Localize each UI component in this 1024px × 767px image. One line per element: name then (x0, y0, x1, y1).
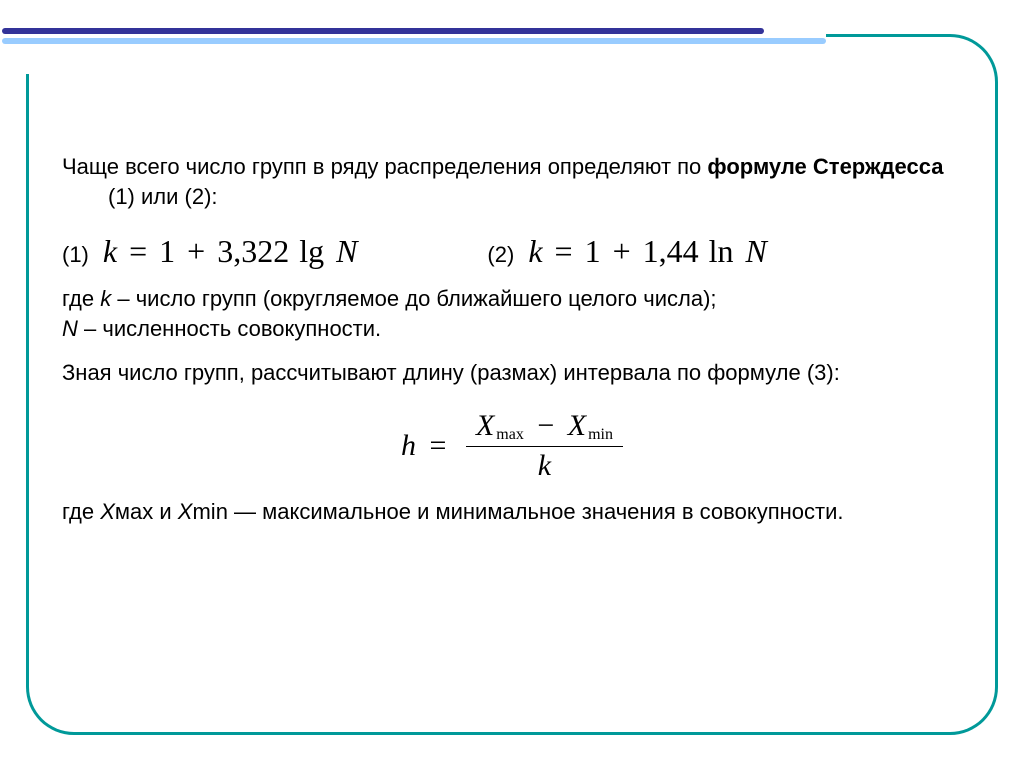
f3-eq: = (424, 429, 453, 462)
f2-one: 1 (585, 233, 601, 269)
f3-numerator: Xmax − Xmin (466, 409, 623, 447)
f3-denominator: k (466, 447, 623, 483)
where1-k: k (100, 286, 111, 311)
f1-eq: = (125, 233, 151, 269)
decor-bar-dark (2, 28, 764, 34)
formula-3-wrap: h = Xmax − Xmin k (62, 409, 962, 483)
f1-fn: lg (297, 233, 328, 269)
where-block-2: где Хмах и Хmin — максимальное и минимал… (62, 497, 962, 527)
formula-1-cell: (1) k = 1 + 3,322 lg N (62, 233, 357, 270)
where3-xmax-suf: мах и (115, 499, 178, 524)
frame-corner-top-right (826, 34, 998, 82)
f2-fn: ln (707, 233, 738, 269)
slide: Чаще всего число групп в ряду распределе… (0, 0, 1024, 767)
f2-eq: = (551, 233, 577, 269)
f3-submin: min (586, 426, 613, 443)
frame-corner-bottom-right (950, 687, 998, 735)
content-area: Чаще всего число групп в ряду распределе… (62, 130, 962, 527)
formula-1: k = 1 + 3,322 lg N (103, 233, 358, 270)
f3-lhs: h (401, 429, 416, 462)
f1-coef: 3,322 (217, 233, 289, 269)
where3-xmin-it: Х (178, 499, 193, 524)
where3-pre: где (62, 499, 100, 524)
decor-bar-light (2, 38, 826, 44)
where-block-1: где k – число групп (округляемое до ближ… (62, 284, 962, 343)
where1-mid: – число групп (округляемое до ближайшего… (111, 286, 716, 311)
formula-2-marker: (2) (487, 242, 514, 268)
formula-1-marker: (1) (62, 242, 89, 268)
para-2: Зная число групп, рассчитывают длину (ра… (62, 358, 962, 388)
frame-side-bottom (74, 732, 950, 735)
f1-plus: + (183, 233, 209, 269)
where1-pre: где (62, 286, 100, 311)
frame-side-left (26, 74, 29, 687)
intro-paragraph: Чаще всего число групп в ряду распределе… (62, 152, 962, 211)
where2-n: N (62, 316, 78, 341)
f2-plus: + (609, 233, 635, 269)
where3-xmin-suf: min — максимальное и минимальное значени… (192, 499, 843, 524)
where3-xmax-it: Х (100, 499, 115, 524)
f1-arg: N (336, 233, 357, 269)
frame-side-right (995, 82, 998, 687)
intro-post: (1) или (2): (108, 184, 218, 209)
f2-coef: 1,44 (643, 233, 699, 269)
frame-corner-bottom-left (26, 687, 74, 735)
intro-bold: формуле Стерждесса (707, 154, 943, 179)
where2-post: – численность совокупности. (78, 316, 381, 341)
f1-lhs: k (103, 233, 117, 269)
intro-pre: Чаще всего число групп в ряду распределе… (62, 154, 707, 179)
f1-one: 1 (159, 233, 175, 269)
f3-submax: max (494, 426, 524, 443)
formula-2: k = 1 + 1,44 ln N (528, 233, 767, 270)
f3-minus: − (531, 409, 560, 442)
f3-x1: X (476, 409, 494, 442)
f3-x2: X (568, 409, 586, 442)
f2-arg: N (746, 233, 767, 269)
formula-2-cell: (2) k = 1 + 1,44 ln N (487, 233, 766, 270)
f2-lhs: k (528, 233, 542, 269)
formula-3: h = Xmax − Xmin k (401, 409, 623, 483)
formula-row: (1) k = 1 + 3,322 lg N (2) k = 1 + (62, 233, 962, 270)
